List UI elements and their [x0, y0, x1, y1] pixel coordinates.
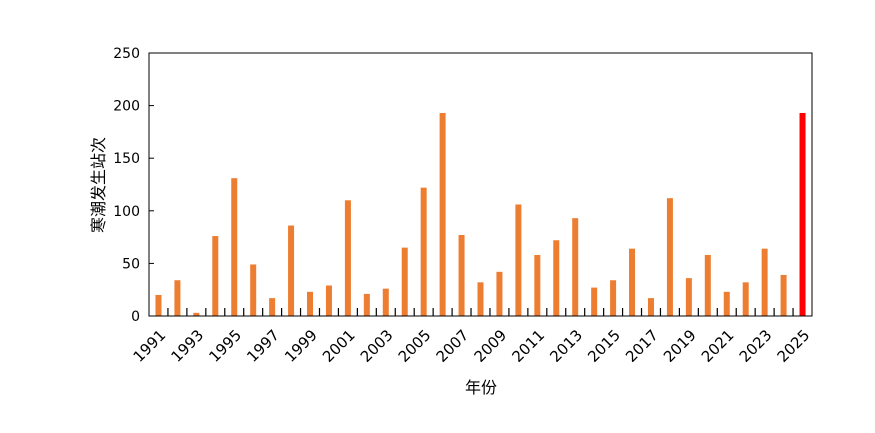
bar-2000	[325, 285, 332, 316]
y-tick-label: 50	[122, 256, 140, 272]
x-tick-label: 1999	[281, 326, 321, 366]
x-tick-label: 2003	[357, 326, 397, 366]
y-tick-label: 200	[113, 99, 140, 115]
bar-2022	[742, 282, 749, 316]
x-tick-label: 2009	[471, 326, 511, 366]
bar-1991	[155, 294, 162, 316]
bar-1992	[174, 280, 181, 316]
bar-2024	[780, 274, 787, 316]
x-axis-label: 年份	[465, 378, 497, 397]
x-tick-label: 2011	[508, 326, 548, 366]
y-tick-label: 100	[113, 204, 140, 220]
x-tick-label: 2019	[660, 326, 700, 366]
x-tick-label: 2025	[774, 326, 814, 366]
bar-2018	[666, 198, 673, 316]
y-tick-label: 250	[113, 46, 140, 62]
bar-2011	[534, 254, 541, 316]
bar-2004	[401, 247, 408, 316]
bar-2017	[647, 298, 654, 316]
y-axis: 0 50 100 150 200 250	[113, 46, 154, 325]
x-tick-label: 2017	[622, 326, 662, 366]
bar-1997	[269, 298, 276, 316]
y-axis-label: 寒潮发生站次	[89, 137, 108, 233]
x-tick-label: 2021	[698, 326, 738, 366]
bar-2003	[382, 288, 389, 316]
bar-2020	[704, 254, 711, 316]
plot-frame	[148, 52, 813, 317]
x-tick-label: 2013	[546, 326, 586, 366]
bar-1996	[250, 264, 257, 316]
bar-2001	[344, 200, 351, 316]
x-tick-label: 1991	[130, 326, 170, 366]
bar-2021	[723, 291, 730, 316]
bar-2002	[363, 293, 370, 316]
bar-2023	[761, 248, 768, 316]
y-tick-label: 0	[131, 309, 140, 325]
bar-1993	[193, 312, 200, 316]
x-tick-label: 2007	[433, 326, 473, 366]
bar-2005	[420, 187, 427, 316]
bar-2007	[458, 234, 465, 316]
bar-2009	[496, 271, 503, 316]
bar-1995	[231, 178, 238, 316]
bar-2019	[685, 278, 692, 316]
bar-2025	[799, 112, 806, 317]
x-tick-label: 2005	[395, 326, 435, 366]
x-tick-label: 1993	[167, 326, 207, 366]
bar-2010	[515, 204, 522, 316]
x-axis: 1991199319951997199920012003200520072009…	[130, 308, 814, 366]
bar-1999	[307, 291, 314, 316]
bar-2015	[610, 280, 617, 316]
x-tick-label: 2023	[736, 326, 776, 366]
x-tick-label: 1997	[243, 326, 283, 366]
bar-2014	[591, 287, 598, 316]
bar-2008	[477, 282, 484, 316]
bar-2012	[553, 240, 560, 316]
bar-2013	[572, 218, 579, 316]
bar-1994	[212, 236, 219, 316]
bars	[155, 112, 806, 317]
x-tick-label: 2015	[584, 326, 624, 366]
bar-2006	[439, 112, 446, 317]
x-tick-label: 2001	[319, 326, 359, 366]
y-tick-label: 150	[113, 151, 140, 167]
bar-2016	[629, 248, 636, 316]
x-tick-label: 1995	[205, 326, 245, 366]
bar-1998	[288, 225, 295, 316]
